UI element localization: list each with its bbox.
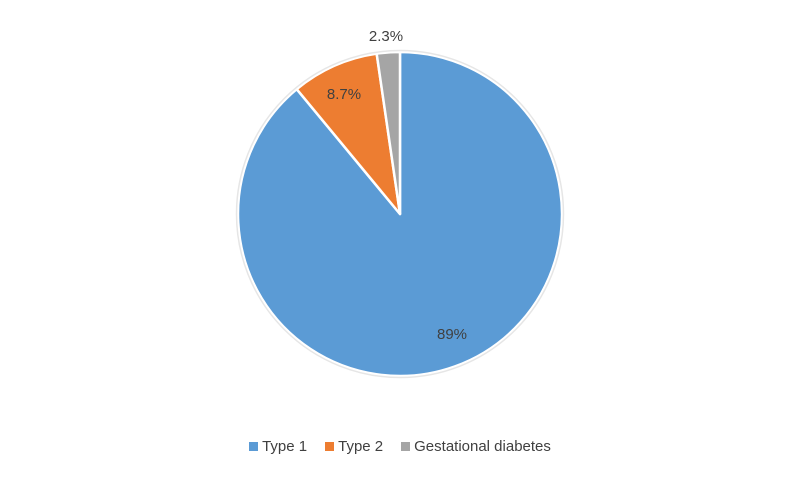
data-label-gestational-diabetes: 2.3%: [369, 28, 403, 45]
pie-slice-gestational-diabetes: [375, 50, 402, 216]
legend-label-type-1: Type 1: [262, 437, 308, 455]
legend-swatch-type-1: [249, 441, 259, 451]
legend-label-gestational-diabetes: Gestational diabetes: [414, 437, 551, 455]
chart-legend: Type 1 Type 2 Gestational diabetes: [0, 435, 800, 457]
pie-outline: [235, 49, 565, 379]
legend-swatch-type-2: [325, 441, 335, 451]
data-label-type-1: 89%: [437, 326, 467, 343]
legend-item-type-2: Type 2: [325, 438, 383, 455]
legend-item-type-1: Type 1: [249, 438, 307, 455]
pie-slice-type-2: [295, 52, 402, 216]
legend-swatch-gestational-diabetes: [401, 441, 411, 451]
legend-item-gestational-diabetes: Gestational diabetes: [401, 438, 551, 455]
legend-label-type-2: Type 2: [338, 437, 384, 455]
data-label-type-2: 8.7%: [327, 86, 361, 103]
